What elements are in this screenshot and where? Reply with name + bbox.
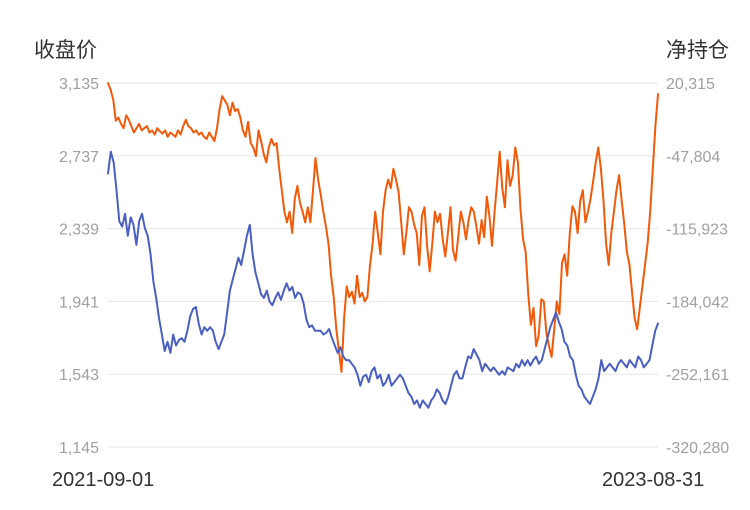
net-position-line: [107, 82, 659, 373]
left-tick-label: 1,543: [59, 367, 99, 384]
left-tick-label: 2,737: [59, 149, 99, 166]
x-axis-end-label: 2023-08-31: [602, 469, 705, 491]
right-tick-label: -115,923: [666, 222, 728, 239]
left-tick-label: 2,339: [59, 222, 99, 239]
right-tick-label: -252,161: [666, 367, 729, 384]
right-tick-label: -320,280: [666, 440, 729, 457]
right-tick-label: -47,804: [666, 149, 720, 166]
left-axis-title: 收盘价: [34, 38, 97, 62]
left-tick-label: 1,145: [59, 440, 99, 457]
right-axis-title: 净持仓: [666, 38, 729, 62]
left-tick-label: 1,941: [59, 294, 99, 311]
right-tick-label: -184,042: [666, 294, 729, 311]
right-tick-label: 20,315: [666, 76, 715, 93]
left-tick-label: 3,135: [59, 76, 99, 93]
closing-price-line: [107, 150, 659, 409]
x-axis-start-label: 2021-09-01: [52, 469, 155, 491]
